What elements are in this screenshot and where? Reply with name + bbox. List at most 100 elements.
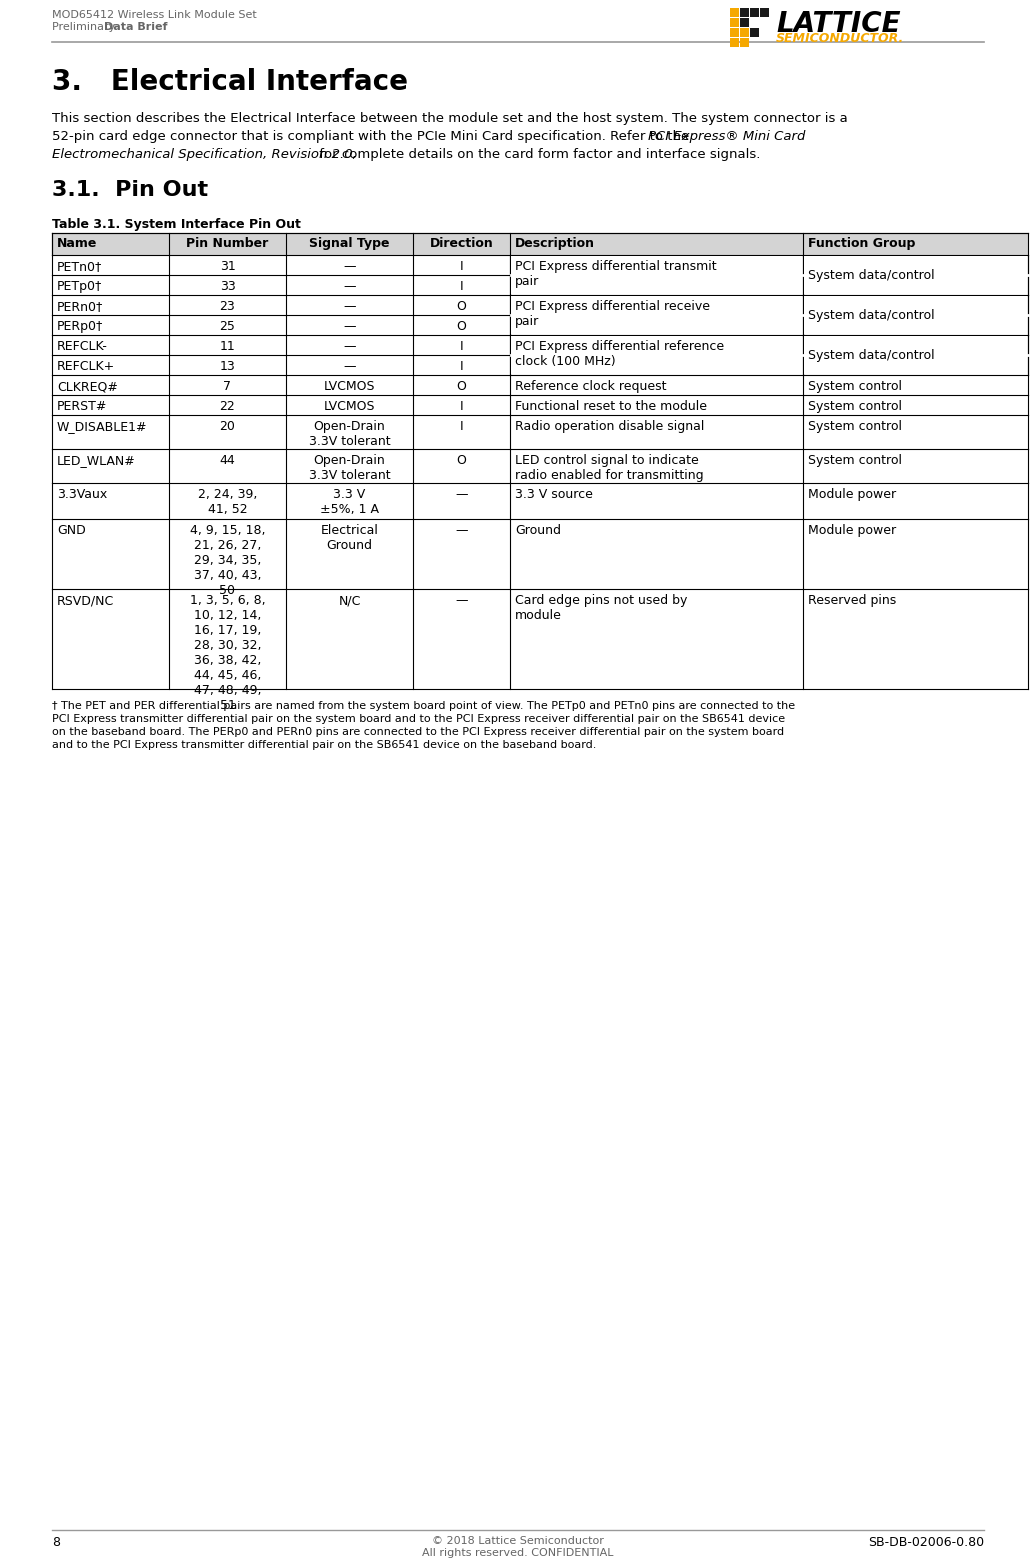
Text: GND: GND [57, 524, 86, 536]
Text: 7: 7 [224, 380, 231, 393]
Text: Description: Description [515, 237, 595, 249]
Text: 20: 20 [220, 419, 235, 433]
Text: 11: 11 [220, 340, 235, 352]
Text: for complete details on the card form factor and interface signals.: for complete details on the card form fa… [315, 148, 760, 161]
Bar [804, 296, 1027, 334]
Text: PCI Express differential reference
clock (100 MHz): PCI Express differential reference clock… [515, 340, 724, 368]
Text: 13: 13 [220, 360, 235, 373]
Text: Reserved pins: Reserved pins [808, 594, 896, 606]
Text: 3.3 V source: 3.3 V source [515, 488, 593, 500]
Text: PCI Express differential transmit
pair: PCI Express differential transmit pair [515, 260, 717, 288]
Bar [750, 28, 759, 37]
Text: LED control signal to indicate
radio enabled for transmitting: LED control signal to indicate radio ena… [515, 454, 703, 482]
Text: This section describes the Electrical Interface between the module set and the h: This section describes the Electrical In… [52, 112, 847, 125]
Bar [52, 483, 1028, 519]
Text: System data/control: System data/control [808, 309, 934, 321]
Text: —: — [343, 299, 355, 313]
Text: 33: 33 [220, 281, 235, 293]
Text: —: — [455, 488, 467, 500]
Text: PCI Express® Mini Card: PCI Express® Mini Card [648, 129, 805, 143]
Text: Module power: Module power [808, 488, 896, 500]
Text: —: — [343, 260, 355, 273]
Text: LVCMOS: LVCMOS [323, 401, 375, 413]
Text: All rights reserved. CONFIDENTIAL: All rights reserved. CONFIDENTIAL [423, 1548, 613, 1557]
Bar [740, 28, 749, 37]
Text: LED_WLAN#: LED_WLAN# [57, 454, 136, 468]
Bar [52, 376, 1028, 394]
Bar [52, 394, 1028, 415]
Text: Data Brief: Data Brief [104, 22, 168, 33]
Text: —: — [343, 360, 355, 373]
Text: 3.   Electrical Interface: 3. Electrical Interface [52, 69, 408, 97]
Text: PCI Express differential reference
clock (100 MHz): PCI Express differential reference clock… [515, 340, 724, 368]
Text: Signal Type: Signal Type [310, 237, 390, 249]
Text: 3.1.  Pin Out: 3.1. Pin Out [52, 179, 208, 200]
Text: PCI Express differential receive
pair: PCI Express differential receive pair [515, 299, 710, 327]
Bar [52, 519, 1028, 589]
Text: System control: System control [808, 401, 902, 413]
Text: System data/control: System data/control [808, 340, 934, 352]
Text: and to the PCI Express transmitter differential pair on the SB6541 device on the: and to the PCI Express transmitter diffe… [52, 741, 597, 750]
Text: O: O [457, 320, 466, 334]
Text: 3.3Vaux: 3.3Vaux [57, 488, 108, 500]
Bar [52, 315, 1028, 335]
Bar [760, 8, 769, 17]
Bar [730, 28, 739, 37]
Text: O: O [457, 299, 466, 313]
Text: I: I [460, 401, 463, 413]
Text: Electromechanical Specification, Revision 2.0,: Electromechanical Specification, Revisio… [52, 148, 356, 161]
Text: N/C: N/C [339, 594, 361, 606]
Text: PERST#: PERST# [57, 401, 108, 413]
Text: Reference clock request: Reference clock request [515, 380, 666, 393]
Bar [730, 19, 739, 27]
Text: O: O [457, 454, 466, 468]
Text: REFCLK-: REFCLK- [57, 340, 108, 352]
Text: I: I [460, 340, 463, 352]
Text: System control: System control [808, 419, 902, 433]
Text: LATTICE: LATTICE [776, 9, 900, 37]
Bar [52, 335, 1028, 355]
Text: System data/control: System data/control [808, 268, 934, 282]
Text: —: — [343, 320, 355, 334]
Text: LVCMOS: LVCMOS [323, 380, 375, 393]
Text: PCI Express differential transmit
pair: PCI Express differential transmit pair [515, 260, 717, 288]
Bar [750, 8, 759, 17]
Text: Card edge pins not used by
module: Card edge pins not used by module [515, 594, 687, 622]
Bar [52, 274, 1028, 295]
Text: W_DISABLE1#: W_DISABLE1# [57, 419, 147, 433]
Bar [511, 296, 802, 334]
Text: Electrical
Ground: Electrical Ground [320, 524, 378, 552]
Text: 22: 22 [220, 401, 235, 413]
Text: on the baseband board. The PERp0 and PERn0 pins are connected to the PCI Express: on the baseband board. The PERp0 and PER… [52, 726, 784, 737]
Text: Function Group: Function Group [808, 237, 916, 249]
Bar [52, 449, 1028, 483]
Text: 52-pin card edge connector that is compliant with the PCIe Mini Card specificati: 52-pin card edge connector that is compl… [52, 129, 693, 143]
Bar [730, 37, 739, 47]
Text: 3.3 V
±5%, 1 A: 3.3 V ±5%, 1 A [320, 488, 379, 516]
Text: 8: 8 [52, 1536, 60, 1550]
Text: 31: 31 [220, 260, 235, 273]
Text: Open-Drain
3.3V tolerant: Open-Drain 3.3V tolerant [309, 419, 391, 447]
Text: PERn0†: PERn0† [57, 299, 104, 313]
Bar [52, 256, 1028, 274]
Text: System data/control: System data/control [808, 260, 934, 273]
Text: —: — [343, 281, 355, 293]
Text: † The PET and PER differential pairs are named from the system board point of vi: † The PET and PER differential pairs are… [52, 702, 795, 711]
Text: System control: System control [808, 454, 902, 468]
Text: Pin Number: Pin Number [186, 237, 268, 249]
Text: © 2018 Lattice Semiconductor: © 2018 Lattice Semiconductor [432, 1536, 604, 1547]
Text: 44: 44 [220, 454, 235, 468]
Bar [52, 589, 1028, 689]
Text: Preliminary: Preliminary [52, 22, 119, 33]
Bar [52, 295, 1028, 315]
Text: —: — [343, 340, 355, 352]
Text: RSVD/NC: RSVD/NC [57, 594, 114, 606]
Text: System control: System control [808, 380, 902, 393]
Text: System data/control: System data/control [808, 299, 934, 313]
Bar [740, 37, 749, 47]
Text: Name: Name [57, 237, 97, 249]
Text: —: — [455, 594, 467, 606]
Text: Table 3.1. System Interface Pin Out: Table 3.1. System Interface Pin Out [52, 218, 300, 231]
Text: I: I [460, 360, 463, 373]
Text: Direction: Direction [430, 237, 493, 249]
